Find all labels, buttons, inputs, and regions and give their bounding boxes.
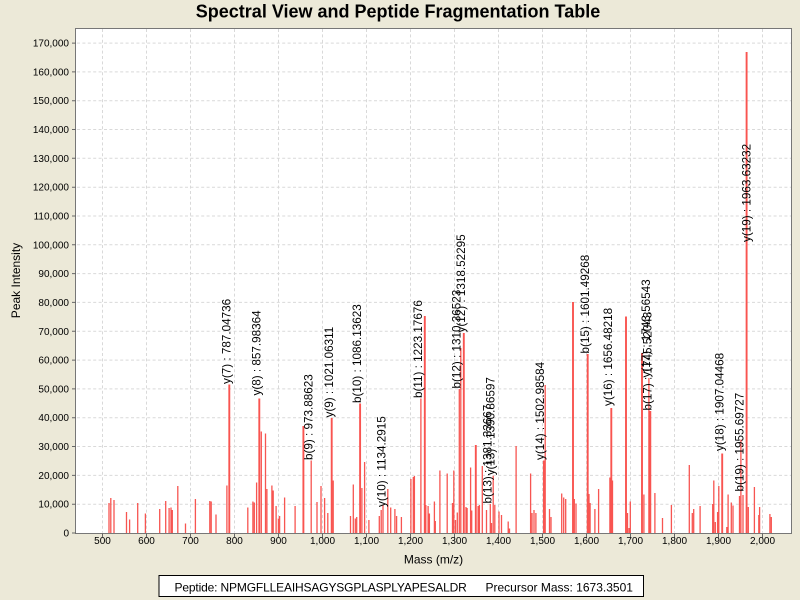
svg-text:40,000: 40,000 xyxy=(38,413,69,424)
svg-text:90,000: 90,000 xyxy=(38,269,69,280)
svg-text:900: 900 xyxy=(270,536,287,547)
svg-text:130,000: 130,000 xyxy=(33,154,70,165)
svg-text:150,000: 150,000 xyxy=(33,96,70,107)
svg-text:1,900: 1,900 xyxy=(706,536,731,547)
svg-text:b(13) : 1381.33667: b(13) : 1381.33667 xyxy=(481,405,494,504)
svg-text:0: 0 xyxy=(63,529,69,540)
svg-text:1,700: 1,700 xyxy=(618,536,643,547)
svg-text:140,000: 140,000 xyxy=(33,125,70,136)
svg-text:500: 500 xyxy=(94,536,111,547)
svg-text:Spectral View and Peptide Frag: Spectral View and Peptide Fragmentation … xyxy=(196,2,600,22)
svg-text:30,000: 30,000 xyxy=(38,442,69,453)
svg-text:800: 800 xyxy=(226,536,243,547)
svg-text:160,000: 160,000 xyxy=(33,67,70,78)
svg-text:1,500: 1,500 xyxy=(530,536,555,547)
svg-text:y(17) : 1743.56543: y(17) : 1743.56543 xyxy=(640,279,653,377)
svg-text:1,000: 1,000 xyxy=(310,536,335,547)
svg-text:b(15) : 1601.49268: b(15) : 1601.49268 xyxy=(579,255,592,354)
svg-text:80,000: 80,000 xyxy=(38,298,69,309)
svg-text:b(17) : 1745.52043: b(17) : 1745.52043 xyxy=(641,312,654,411)
svg-text:y(13) : 1390.86597: y(13) : 1390.86597 xyxy=(484,377,497,475)
svg-text:700: 700 xyxy=(182,536,199,547)
svg-text:b(10) : 1086.13623: b(10) : 1086.13623 xyxy=(351,304,364,403)
svg-text:b(9) : 973.88623: b(9) : 973.88623 xyxy=(302,374,315,460)
svg-text:60,000: 60,000 xyxy=(38,356,69,367)
svg-text:1,800: 1,800 xyxy=(662,536,687,547)
svg-text:Peptide: NPMGFLLEAIHSAGYSGPLAS: Peptide: NPMGFLLEAIHSAGYSGPLASPLYAPESALD… xyxy=(175,581,468,595)
svg-text:y(16) : 1656.48218: y(16) : 1656.48218 xyxy=(602,308,615,406)
svg-text:20,000: 20,000 xyxy=(38,471,69,482)
svg-text:600: 600 xyxy=(138,536,155,547)
svg-text:10,000: 10,000 xyxy=(38,500,69,511)
svg-text:y(9) : 1021.06311: y(9) : 1021.06311 xyxy=(323,327,336,418)
svg-text:120,000: 120,000 xyxy=(33,183,70,194)
svg-text:y(10) : 1134.2915: y(10) : 1134.2915 xyxy=(376,416,389,507)
svg-text:170,000: 170,000 xyxy=(33,39,70,50)
svg-text:y(12) : 1318.52295: y(12) : 1318.52295 xyxy=(455,234,468,333)
svg-text:y(19) : 1963.63232: y(19) : 1963.63232 xyxy=(741,144,754,242)
svg-text:1,400: 1,400 xyxy=(486,536,511,547)
svg-text:1,200: 1,200 xyxy=(398,536,423,547)
svg-text:2,000: 2,000 xyxy=(750,536,775,547)
svg-text:1,300: 1,300 xyxy=(442,536,467,547)
svg-text:b(11) : 1223.17676: b(11) : 1223.17676 xyxy=(412,300,425,398)
svg-text:y(7) : 787.04736: y(7) : 787.04736 xyxy=(220,299,233,384)
svg-text:Mass (m/z): Mass (m/z) xyxy=(404,553,463,567)
svg-text:1,600: 1,600 xyxy=(574,536,599,547)
svg-text:Peak Intensity: Peak Intensity xyxy=(9,243,23,318)
svg-text:70,000: 70,000 xyxy=(38,327,69,338)
svg-text:Precursor Mass: 1673.3501: Precursor Mass: 1673.3501 xyxy=(486,581,634,595)
svg-text:1,100: 1,100 xyxy=(354,536,379,547)
svg-text:100,000: 100,000 xyxy=(33,240,70,251)
svg-text:y(8) : 857.98364: y(8) : 857.98364 xyxy=(250,310,263,396)
svg-text:y(18) : 1907.04468: y(18) : 1907.04468 xyxy=(713,353,726,451)
svg-text:110,000: 110,000 xyxy=(34,212,70,223)
svg-text:b(19) : 1955.69727: b(19) : 1955.69727 xyxy=(733,393,746,492)
svg-text:y(14) : 1502.98584: y(14) : 1502.98584 xyxy=(534,361,547,460)
svg-text:b(12) : 1310.36523: b(12) : 1310.36523 xyxy=(450,290,463,389)
svg-text:50,000: 50,000 xyxy=(38,384,69,395)
